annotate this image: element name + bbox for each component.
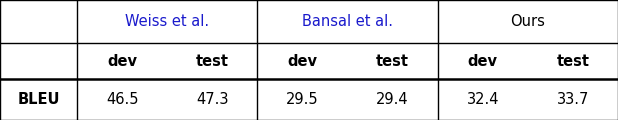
Text: 32.4: 32.4 — [467, 92, 499, 107]
Text: Bansal et al.: Bansal et al. — [302, 14, 393, 29]
Text: 29.4: 29.4 — [376, 92, 409, 107]
Text: dev: dev — [108, 54, 137, 69]
Text: test: test — [196, 54, 229, 69]
Text: BLEU: BLEU — [17, 92, 60, 107]
Text: Weiss et al.: Weiss et al. — [125, 14, 210, 29]
Text: test: test — [556, 54, 590, 69]
Text: 29.5: 29.5 — [286, 92, 319, 107]
Text: dev: dev — [287, 54, 318, 69]
Text: dev: dev — [468, 54, 497, 69]
Text: Ours: Ours — [510, 14, 545, 29]
Text: test: test — [376, 54, 409, 69]
Text: 47.3: 47.3 — [196, 92, 229, 107]
Text: 46.5: 46.5 — [106, 92, 138, 107]
Text: 33.7: 33.7 — [557, 92, 589, 107]
